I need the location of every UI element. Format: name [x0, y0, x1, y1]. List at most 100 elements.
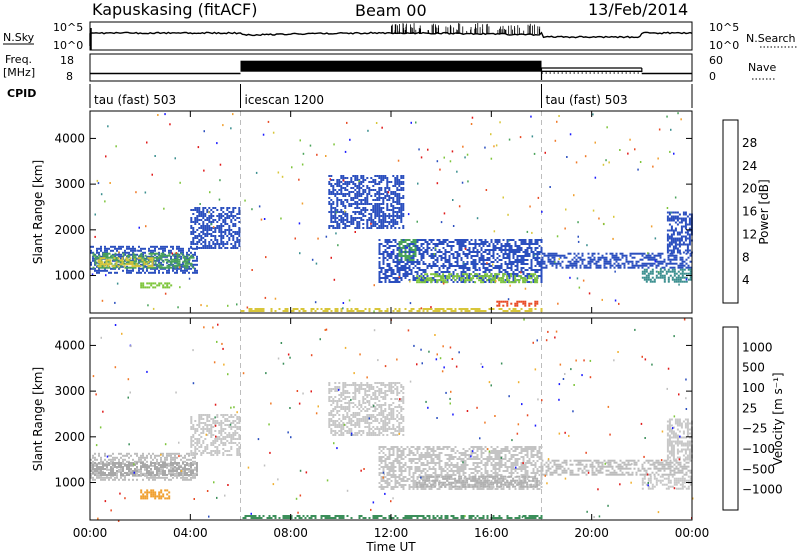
echo-cell	[418, 277, 421, 280]
echo-cell	[637, 252, 640, 255]
echo-cell	[536, 275, 539, 278]
echo-cell	[555, 266, 558, 269]
echo-cell	[100, 460, 102, 463]
echo-cell	[494, 275, 497, 278]
echo-cell	[270, 308, 273, 310]
echo-cell	[488, 253, 491, 255]
echo-cell	[236, 247, 239, 249]
echo-cell	[514, 308, 517, 310]
echo-cell	[110, 245, 112, 248]
echo-cell	[150, 245, 152, 248]
echo-cell	[160, 476, 162, 479]
echo-speck	[485, 189, 488, 191]
colorbar-tick-label: 4	[742, 273, 750, 287]
echo-cell	[194, 462, 196, 465]
echo-cell	[446, 279, 449, 281]
echo-cell	[679, 252, 682, 255]
echo-cell	[398, 259, 401, 261]
echo-cell	[402, 267, 405, 269]
echo-cell	[340, 193, 343, 195]
echo-cell	[689, 276, 692, 279]
echo-cell	[390, 273, 393, 275]
echo-cell	[386, 277, 389, 279]
echo-cell	[168, 266, 171, 269]
echo-cell	[358, 217, 361, 219]
echo-speck	[208, 211, 210, 214]
echo-cell	[192, 456, 194, 459]
echo-cell	[478, 279, 481, 282]
echo-cell	[103, 265, 106, 268]
echo-cell	[144, 495, 147, 498]
echo-cell	[196, 271, 198, 274]
echo-cell	[404, 253, 407, 255]
echo-cell	[418, 281, 421, 284]
echo-cell	[438, 308, 441, 310]
echo-cell	[138, 468, 140, 471]
echo-cell	[669, 252, 672, 255]
echo-cell	[398, 310, 401, 312]
echo-cell	[508, 249, 511, 251]
echo-cell	[671, 270, 674, 273]
echo-cell	[224, 442, 227, 444]
echo-cell	[200, 454, 203, 456]
echo-cell	[150, 266, 153, 269]
echo-cell	[145, 263, 148, 266]
echo-cell	[344, 189, 347, 191]
echo-cell	[442, 253, 445, 255]
echo-cell	[92, 259, 94, 262]
echo-cell	[144, 456, 146, 459]
echo-cell	[400, 249, 403, 251]
echo-cell	[534, 243, 537, 245]
echo-cell	[149, 259, 152, 262]
echo-cell	[184, 478, 186, 481]
echo-cell	[112, 468, 114, 470]
echo-cell	[114, 476, 116, 479]
echo-cell	[128, 474, 130, 476]
echo-cell	[150, 462, 152, 464]
echo-cell	[667, 268, 670, 271]
echo-cell	[350, 191, 353, 193]
echo-speck	[566, 156, 568, 158]
echo-cell	[603, 264, 606, 267]
echo-speck	[409, 280, 411, 283]
echo-cell	[653, 280, 656, 283]
echo-cell	[536, 257, 539, 259]
echo-cell	[506, 304, 509, 307]
echo-cell	[346, 221, 349, 223]
echo-cell	[216, 454, 219, 456]
echo-cell	[354, 213, 357, 215]
echo-cell	[362, 181, 365, 183]
echo-cell	[194, 448, 197, 450]
echo-cell	[110, 476, 112, 479]
echo-cell	[180, 269, 182, 272]
echo-cell	[466, 257, 469, 259]
echo-cell	[376, 175, 379, 177]
echo-cell	[186, 476, 188, 479]
echo-cell	[190, 440, 193, 442]
echo-cell	[354, 211, 357, 213]
echo-cell	[448, 275, 451, 278]
echo-cell	[162, 470, 164, 472]
echo-cell	[392, 271, 395, 273]
echo-cell	[168, 267, 170, 270]
echo-cell	[222, 430, 225, 432]
echo-cell	[659, 254, 662, 257]
echo-cell	[168, 254, 171, 257]
echo-cell	[540, 271, 543, 273]
echo-cell	[128, 254, 131, 257]
echo-cell	[206, 219, 209, 221]
echo-cell	[140, 495, 143, 498]
echo-cell	[142, 466, 144, 468]
echo-cell	[668, 249, 671, 252]
echo-cell	[430, 279, 433, 282]
echo-cell	[150, 493, 153, 496]
echo-cell	[482, 255, 485, 257]
echo-cell	[382, 175, 385, 177]
echo-cell	[559, 256, 562, 259]
echo-cell	[637, 260, 640, 263]
echo-cell	[508, 277, 511, 279]
echo-cell	[344, 223, 347, 225]
echo-cell	[142, 256, 145, 259]
echo-cell	[140, 252, 143, 255]
echo-speck	[348, 299, 351, 302]
